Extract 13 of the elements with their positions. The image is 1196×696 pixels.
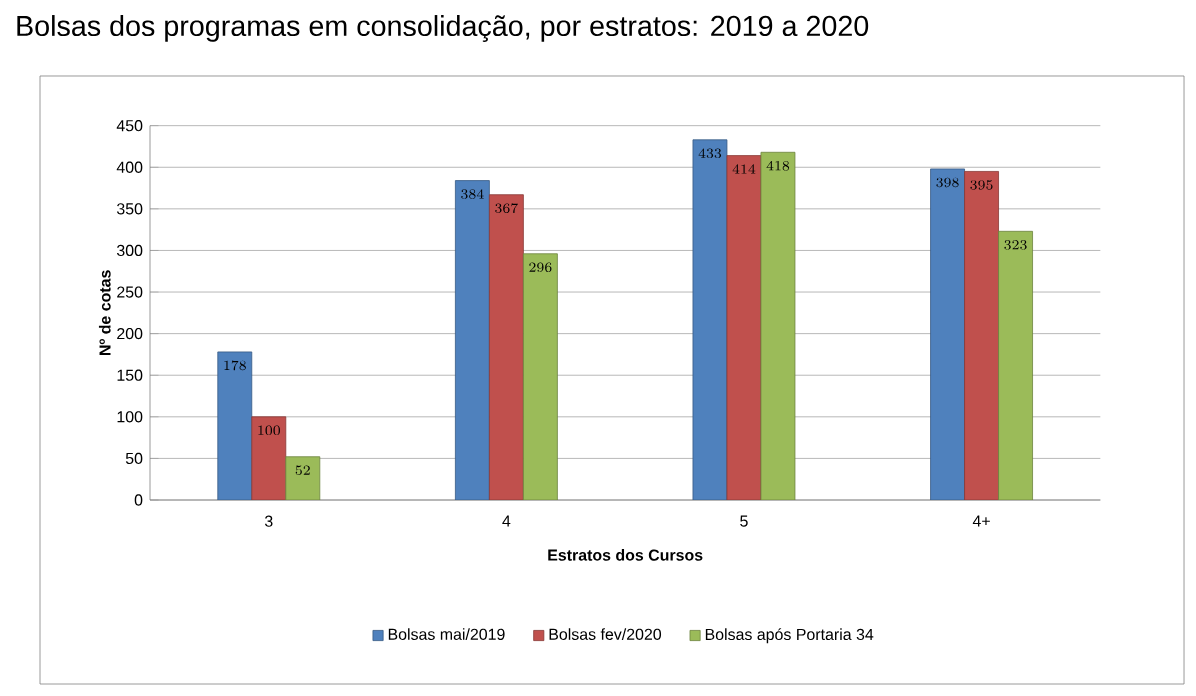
bar xyxy=(692,139,728,500)
bar xyxy=(930,168,965,500)
bar xyxy=(217,351,253,500)
bar xyxy=(726,155,762,500)
bar xyxy=(488,194,524,500)
bar xyxy=(251,416,287,500)
bar xyxy=(522,253,558,500)
bar xyxy=(285,456,321,500)
bar xyxy=(998,230,1033,500)
chart-title: Bolsas dos programas em consolidação, por estratos: 2019 a 2020 xyxy=(17,15,869,42)
bar xyxy=(454,180,490,500)
bar xyxy=(760,151,796,500)
bar xyxy=(964,171,999,500)
